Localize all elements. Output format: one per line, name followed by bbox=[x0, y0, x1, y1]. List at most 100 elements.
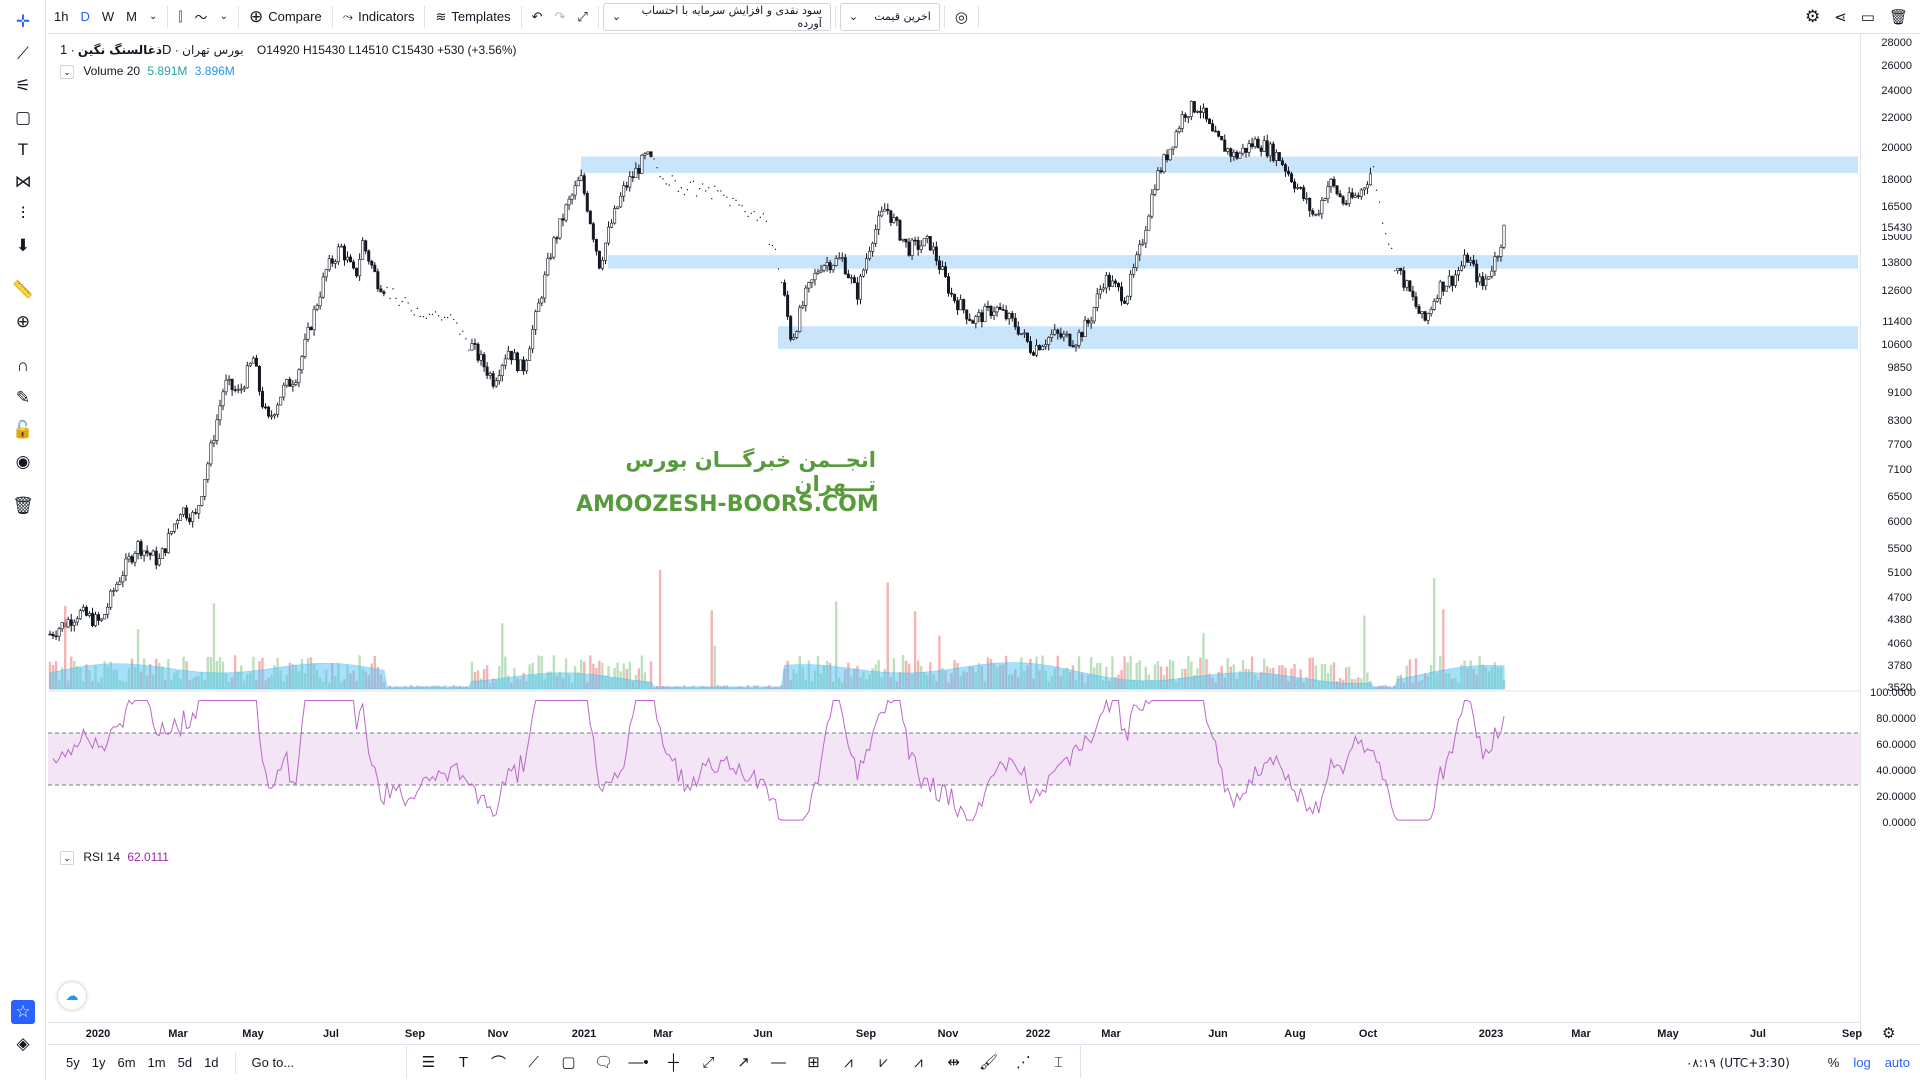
horizontal-ray-icon[interactable]: —• bbox=[628, 1053, 649, 1071]
rsi-tick-label: 20.0000 bbox=[1876, 791, 1916, 803]
range-1m[interactable]: 1m bbox=[147, 1055, 166, 1070]
time-tick-label: Nov bbox=[487, 1028, 509, 1040]
price-type-dropdown[interactable]: ⌄ اخرین قیمت bbox=[839, 2, 940, 31]
candle bbox=[695, 195, 698, 197]
candle-body bbox=[342, 245, 346, 261]
symbol-legend: ذغالسنگ نگین · 1D · بورس تهران O14920 H1… bbox=[60, 42, 517, 57]
horizontal-lines-icon[interactable]: ☰ bbox=[421, 1054, 436, 1071]
volume-bar bbox=[1363, 615, 1366, 689]
goto-button[interactable]: Go to... bbox=[251, 1055, 295, 1070]
candle-body bbox=[1271, 143, 1275, 161]
fib-icon[interactable]: ⚟ bbox=[15, 76, 31, 95]
candle bbox=[416, 307, 418, 310]
time-axis[interactable]: 2020 Mar May Jul Sep Nov 2021 Mar Jun Sep Nov 2022 M… bbox=[48, 1022, 1862, 1044]
collapse-chevron-icon[interactable]: ⌄ bbox=[60, 64, 74, 79]
ruler-icon[interactable]: 📏 bbox=[12, 280, 34, 299]
candle-body bbox=[561, 218, 565, 221]
nodes-icon[interactable]: ⋰ bbox=[1016, 1054, 1031, 1071]
snapshot-icon[interactable]: ▭ bbox=[1860, 9, 1875, 26]
templates-button[interactable]: ≋ Templates bbox=[435, 8, 511, 25]
candle-body bbox=[1335, 185, 1339, 195]
wave-ae-icon[interactable]: ⩘ bbox=[914, 1053, 923, 1071]
range-5y[interactable]: 5y bbox=[66, 1055, 80, 1070]
candle-body bbox=[1356, 195, 1360, 198]
redo-icon[interactable]: ↷ bbox=[554, 8, 566, 24]
share-icon[interactable]: ⋖ bbox=[1834, 9, 1847, 26]
extended-line-icon[interactable]: ⤢ bbox=[702, 1053, 715, 1071]
candles-icon[interactable]: ⫿ bbox=[178, 8, 183, 24]
indicators-button[interactable]: ⤳ Indicators bbox=[342, 8, 415, 25]
fullscreen-icon[interactable]: ⤢ bbox=[577, 8, 588, 24]
cross-line-icon[interactable]: ┼ bbox=[668, 1053, 679, 1071]
star-icon[interactable]: ☆ bbox=[11, 1000, 35, 1024]
undo-icon[interactable]: ↶ bbox=[531, 8, 543, 24]
range-1d[interactable]: 1d bbox=[204, 1055, 219, 1070]
minus-line-icon[interactable]: — bbox=[771, 1053, 786, 1071]
eye-icon[interactable]: ◎ bbox=[954, 8, 968, 26]
line-chart-icon[interactable]: 〜 bbox=[194, 10, 208, 25]
wave-abc-icon[interactable]: ⩗ bbox=[879, 1053, 888, 1071]
trash-icon[interactable]: 🗑 bbox=[12, 496, 34, 515]
compare-button[interactable]: ⊕ Compare bbox=[248, 6, 322, 26]
chart-type-chevron-icon[interactable]: ⌄ bbox=[219, 11, 228, 22]
timezone-label[interactable]: ۰۸:۱۹ (UTC+3:30) bbox=[1685, 1055, 1790, 1070]
volume-bar bbox=[713, 645, 716, 689]
lock-icon[interactable]: 🔓 bbox=[12, 420, 34, 439]
interval-dropdown-chevron-icon[interactable]: ⌄ bbox=[148, 11, 158, 22]
arrow-line-icon[interactable]: ↗ bbox=[737, 1054, 750, 1071]
callout-icon[interactable]: 🗨 bbox=[593, 1054, 614, 1071]
auto-toggle[interactable]: auto bbox=[1884, 1055, 1910, 1070]
range-icon[interactable]: ⇹ bbox=[947, 1054, 960, 1071]
line-icon[interactable]: ⟋ bbox=[528, 1053, 539, 1071]
magnet-icon[interactable]: ∩ bbox=[16, 356, 30, 375]
volume-bar bbox=[1168, 659, 1172, 689]
candle-body bbox=[625, 185, 629, 188]
rectangle-icon[interactable]: ▢ bbox=[561, 1054, 576, 1071]
zoom-icon[interactable]: ⊕ bbox=[15, 312, 31, 331]
candle-body bbox=[840, 257, 844, 259]
time-axis-settings-gear-icon[interactable]: ⚙ bbox=[1882, 1025, 1896, 1042]
arrow-down-icon[interactable]: ⬇ bbox=[15, 236, 31, 255]
candle-body bbox=[66, 619, 70, 628]
price-chart[interactable] bbox=[48, 34, 1860, 1034]
layers-icon[interactable]: ◈ bbox=[16, 1034, 30, 1053]
price-tick-label: 10600 bbox=[1881, 339, 1912, 352]
candle-body bbox=[795, 331, 799, 338]
candle-body bbox=[1077, 332, 1081, 346]
candle bbox=[747, 215, 749, 217]
range-5d[interactable]: 5d bbox=[177, 1055, 193, 1070]
interval-m[interactable]: M bbox=[126, 9, 137, 24]
prediction-icon[interactable]: ⫶ bbox=[20, 204, 26, 223]
pattern-icon[interactable]: ⋈ bbox=[14, 172, 32, 191]
log-toggle[interactable]: log bbox=[1853, 1055, 1871, 1070]
candle-body bbox=[1138, 244, 1142, 256]
range-1y[interactable]: 1y bbox=[91, 1055, 106, 1070]
candle-body bbox=[497, 375, 501, 382]
settings-gear-icon[interactable]: ⚙ bbox=[1804, 7, 1821, 26]
collapse-chevron-icon[interactable]: ⌄ bbox=[60, 850, 74, 865]
wave-1-icon[interactable]: ⩘ bbox=[844, 1053, 853, 1071]
crosshair-icon[interactable]: ✛ bbox=[15, 12, 31, 31]
interval-1h[interactable]: 1h bbox=[54, 9, 69, 24]
interval-w[interactable]: W bbox=[101, 9, 115, 24]
range-6m[interactable]: 6m bbox=[117, 1055, 136, 1070]
price-axis[interactable]: 28000 26000 24000 22000 20000 18000 16500 15000… bbox=[1860, 34, 1920, 1034]
time-tick-label: Oct bbox=[1358, 1028, 1378, 1040]
trash-icon[interactable]: 🗑 bbox=[1888, 9, 1908, 26]
adjustment-dropdown[interactable]: ⌄ سود نقدی و افزایش سرمایه با احتساب آور… bbox=[602, 2, 831, 31]
pencil-lock-icon[interactable]: ✎ bbox=[15, 388, 31, 407]
candle-body bbox=[1453, 274, 1457, 286]
trend-line-icon[interactable]: ⟋ bbox=[17, 44, 29, 63]
grid-icon[interactable]: ⊞ bbox=[807, 1054, 820, 1071]
curve-icon[interactable]: ⌒ bbox=[490, 1054, 506, 1072]
candle-body bbox=[904, 238, 908, 243]
eye-icon[interactable]: ◉ bbox=[15, 452, 31, 471]
brush-icon[interactable]: 🖌 bbox=[978, 1054, 999, 1071]
text-tool-icon[interactable]: T bbox=[458, 1053, 469, 1071]
measure-icon[interactable]: ⌶ bbox=[1053, 1053, 1063, 1071]
candle bbox=[753, 210, 755, 213]
interval-d[interactable]: D bbox=[80, 9, 90, 24]
shapes-icon[interactable]: ▢ bbox=[14, 108, 32, 127]
percent-toggle[interactable]: % bbox=[1827, 1055, 1840, 1070]
text-icon[interactable]: T bbox=[17, 140, 29, 159]
